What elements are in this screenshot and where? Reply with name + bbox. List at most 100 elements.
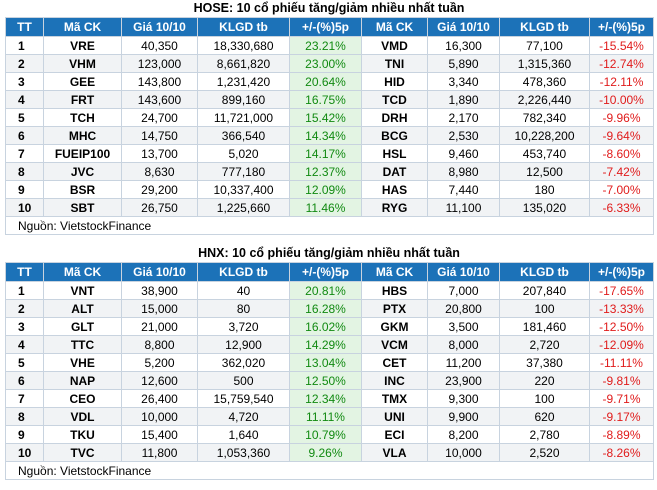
cell: SBT — [43, 198, 122, 217]
cell: TVC — [43, 443, 122, 462]
data-row: 2 ALT 15,000 80 16.28% PTX 20,800 100 -13.33% — [5, 299, 654, 318]
table-block: HNX: 10 cổ phiếu tăng/giảm nhiều nhất tu… — [5, 245, 654, 480]
cell: 2,226,440 — [499, 90, 590, 109]
cell: 9 — [5, 180, 44, 199]
cell: 453,740 — [499, 144, 590, 163]
cell: 15.42% — [289, 108, 362, 127]
data-row: 9 TKU 15,400 1,640 10.79% ECI 8,200 2,780 -8.89% — [5, 425, 654, 444]
cell: 9,460 — [427, 144, 500, 163]
data-row: 7 FUEIP100 13,700 5,020 14.17% HSL 9,460 453,74… — [5, 144, 654, 163]
cell: VMD — [361, 36, 428, 55]
data-row: 2 VHM 123,000 8,661,820 23.00% TNI 5,890 1,315,… — [5, 54, 654, 73]
cell: 366,540 — [197, 126, 290, 145]
cell: 123,000 — [121, 54, 198, 73]
cell: 10,000 — [121, 407, 198, 426]
cell: -8.60% — [589, 144, 654, 163]
cell: 11,721,000 — [197, 108, 290, 127]
header-cell: KLGD tb — [499, 262, 590, 282]
cell: NAP — [43, 371, 122, 390]
cell: 14,750 — [121, 126, 198, 145]
header-row: TT Mã CK Giá 10/10 KLGD tb +/-(%)5p Mã CK Giá … — [5, 262, 654, 282]
cell: 12,900 — [197, 335, 290, 354]
source-row: Nguồn: VietstockFinance — [5, 216, 654, 235]
cell: 26,400 — [121, 389, 198, 408]
cell: HSL — [361, 144, 428, 163]
cell: 16.28% — [289, 299, 362, 318]
cell: 9,900 — [427, 407, 500, 426]
cell: -9.64% — [589, 126, 654, 145]
cell: 23.21% — [289, 36, 362, 55]
cell: 8,980 — [427, 162, 500, 181]
cell: -15.54% — [589, 36, 654, 55]
cell: -9.96% — [589, 108, 654, 127]
table-title: HOSE: 10 cổ phiếu tăng/giảm nhiều nhất t… — [193, 1, 465, 15]
cell: FRT — [43, 90, 122, 109]
cell: -9.81% — [589, 371, 654, 390]
cell: JVC — [43, 162, 122, 181]
cell: 20,800 — [427, 299, 500, 318]
cell: TCD — [361, 90, 428, 109]
cell: -9.71% — [589, 389, 654, 408]
cell: 9,300 — [427, 389, 500, 408]
cell: -7.42% — [589, 162, 654, 181]
source: Nguồn: VietstockFinance — [5, 216, 654, 235]
data-row: 6 NAP 12,600 500 12.50% INC 23,900 220 -9.81% — [5, 371, 654, 390]
cell: GLT — [43, 317, 122, 336]
header-cell: Giá 10/10 — [121, 262, 198, 282]
cell: 8,800 — [121, 335, 198, 354]
cell: VHE — [43, 353, 122, 372]
header-row: TT Mã CK Giá 10/10 KLGD tb +/-(%)5p Mã CK Giá … — [5, 17, 654, 37]
cell: 26,750 — [121, 198, 198, 217]
cell: 220 — [499, 371, 590, 390]
data-row: 5 TCH 24,700 11,721,000 15.42% DRH 2,170 782,34… — [5, 108, 654, 127]
cell: 3,720 — [197, 317, 290, 336]
cell: CET — [361, 353, 428, 372]
cell: 478,360 — [499, 72, 590, 91]
header-cell: Mã CK — [43, 262, 122, 282]
cell: VLA — [361, 443, 428, 462]
cell: TMX — [361, 389, 428, 408]
header-cell: +/-(%)5p — [589, 17, 654, 37]
cell: 899,160 — [197, 90, 290, 109]
cell: GKM — [361, 317, 428, 336]
header-cell: KLGD tb — [197, 17, 290, 37]
cell: 5,020 — [197, 144, 290, 163]
cell: 10,337,400 — [197, 180, 290, 199]
cell: 5 — [5, 353, 44, 372]
cell: -12.50% — [589, 317, 654, 336]
cell: 23,900 — [427, 371, 500, 390]
header-cell: Mã CK — [361, 262, 428, 282]
cell: 181,460 — [499, 317, 590, 336]
cell: 143,600 — [121, 90, 198, 109]
cell: 5,200 — [121, 353, 198, 372]
cell: BSR — [43, 180, 122, 199]
data-row: 7 CEO 26,400 15,759,540 12.34% TMX 9,300 100 -9.… — [5, 389, 654, 408]
cell: 2,530 — [427, 126, 500, 145]
cell: VHM — [43, 54, 122, 73]
cell: 12.37% — [289, 162, 362, 181]
data-row: 1 VNT 38,900 40 20.81% HBS 7,000 207,840 -17.65% — [5, 281, 654, 300]
cell: 12.50% — [289, 371, 362, 390]
cell: 3 — [5, 317, 44, 336]
cell: 1 — [5, 281, 44, 300]
cell: 1,315,360 — [499, 54, 590, 73]
cell: 207,840 — [499, 281, 590, 300]
cell: 6 — [5, 126, 44, 145]
cell: 38,900 — [121, 281, 198, 300]
cell: 10 — [5, 198, 44, 217]
cell: 11.46% — [289, 198, 362, 217]
cell: 12,500 — [499, 162, 590, 181]
data-row: 10 TVC 11,800 1,053,360 9.26% VLA 10,000 2,520-… — [5, 443, 654, 462]
cell: 2,520 — [499, 443, 590, 462]
header-cell: Giá 10/10 — [427, 17, 500, 37]
cell: 500 — [197, 371, 290, 390]
cell: 16.75% — [289, 90, 362, 109]
cell: 14.34% — [289, 126, 362, 145]
source: Nguồn: VietstockFinance — [5, 461, 654, 480]
cell: 10.79% — [289, 425, 362, 444]
cell: 2 — [5, 299, 44, 318]
header-cell: +/-(%)5p — [289, 17, 362, 37]
cell: 13,700 — [121, 144, 198, 163]
cell: 13.04% — [289, 353, 362, 372]
cell: 777,180 — [197, 162, 290, 181]
